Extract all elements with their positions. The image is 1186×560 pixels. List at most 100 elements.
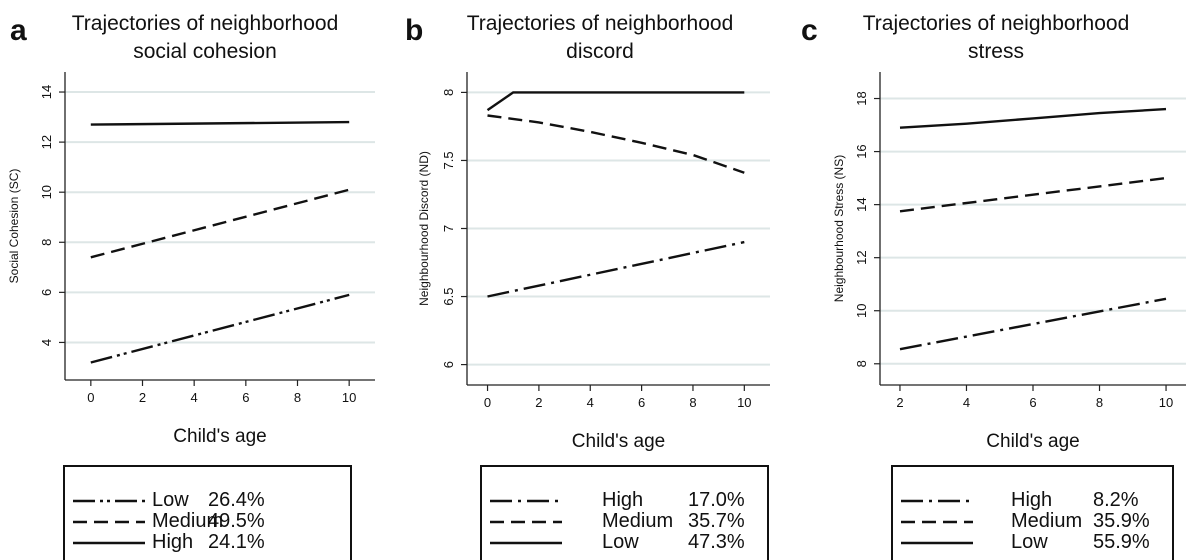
panel-letter: a bbox=[10, 14, 27, 47]
legend-label: High bbox=[152, 531, 194, 553]
x-axis-label: Child's age bbox=[986, 431, 1079, 452]
series-line-low bbox=[486, 91, 745, 112]
series-line-medium bbox=[899, 176, 1167, 213]
x-tick-label: 4 bbox=[587, 395, 594, 410]
legend-label: Low bbox=[1011, 531, 1048, 553]
legend-swatch bbox=[901, 520, 973, 524]
x-tick-label: 10 bbox=[1159, 395, 1173, 410]
legend-item: High 17.0% bbox=[482, 489, 771, 511]
legend-item: Medium 49.5% bbox=[65, 510, 354, 532]
x-tick-label: 6 bbox=[1029, 395, 1036, 410]
series-line-low bbox=[899, 107, 1167, 129]
legend-percentage: 17.0% bbox=[688, 489, 745, 511]
y-axis-label: Neighbourhood Discord (ND) bbox=[417, 151, 431, 306]
x-axis-label: Child's age bbox=[572, 431, 665, 452]
y-tick-label: 18 bbox=[854, 91, 869, 105]
y-tick-label: 12 bbox=[854, 250, 869, 264]
chart-plot: 4 6 8 10 12 14 0 2 4 6 8 10 Child's age Social Cohesi… bbox=[7, 72, 375, 447]
legend-swatch bbox=[73, 499, 145, 503]
y-tick-label: 14 bbox=[854, 197, 869, 211]
y-tick-label: 10 bbox=[854, 303, 869, 317]
legend-item: High 8.2% bbox=[893, 489, 1176, 511]
x-tick-label: 0 bbox=[484, 395, 491, 410]
chart-title: Trajectories of neighborhood stress bbox=[831, 10, 1161, 66]
series-line-high bbox=[899, 297, 1167, 351]
y-tick-label: 14 bbox=[39, 85, 54, 99]
x-tick-label: 0 bbox=[87, 390, 94, 405]
legend-item: Medium 35.9% bbox=[893, 510, 1176, 532]
series-line-medium bbox=[90, 188, 350, 259]
legend-swatch bbox=[490, 499, 562, 503]
y-tick-label: 8 bbox=[441, 89, 456, 96]
panel-social-cohesion: a Trajectories of neighborhood social co… bbox=[0, 0, 395, 560]
y-tick-label: 16 bbox=[854, 144, 869, 158]
legend-label: Medium bbox=[152, 510, 224, 532]
legend-label: Low bbox=[602, 531, 639, 553]
chart-title-line-2: social cohesion bbox=[133, 40, 277, 63]
chart-title: Trajectories of neighborhood social cohe… bbox=[40, 10, 370, 66]
x-tick-label: 2 bbox=[896, 395, 903, 410]
legend-swatch bbox=[73, 541, 145, 545]
legend-percentage: 8.2% bbox=[1093, 489, 1139, 511]
legend-item: Low 55.9% bbox=[893, 531, 1176, 553]
y-tick-label: 12 bbox=[39, 135, 54, 149]
legend-percentage: 24.1% bbox=[208, 531, 265, 553]
x-tick-label: 4 bbox=[191, 390, 198, 405]
legend: High 17.0% Medium 35.7% Low 47.3% bbox=[480, 465, 769, 560]
x-tick-label: 6 bbox=[638, 395, 645, 410]
legend-swatch bbox=[490, 520, 562, 524]
chart-title-line-1: Trajectories of neighborhood bbox=[862, 12, 1130, 35]
x-tick-label: 10 bbox=[342, 390, 356, 405]
y-tick-label: 10 bbox=[39, 185, 54, 199]
legend-item: Low 26.4% bbox=[65, 489, 354, 511]
x-axis-label: Child's age bbox=[173, 426, 266, 447]
legend-label: High bbox=[602, 489, 644, 511]
y-axis-label: Social Cohesion (SC) bbox=[7, 169, 21, 284]
panel-neighborhood-discord: b Trajectories of neighborhood discord 6… bbox=[395, 0, 790, 560]
x-tick-label: 2 bbox=[535, 395, 542, 410]
y-tick-label: 7 bbox=[441, 225, 456, 232]
panel-letter: b bbox=[405, 14, 424, 47]
series-line-low bbox=[90, 293, 350, 364]
series-line-high bbox=[487, 240, 745, 298]
y-axis-label: Neighbourhood Stress (NS) bbox=[832, 155, 846, 302]
series-line-high bbox=[90, 120, 350, 126]
legend-label: Medium bbox=[602, 510, 674, 532]
x-tick-label: 10 bbox=[737, 395, 751, 410]
chart-plot: 8 10 12 14 16 18 2 4 6 8 10 Child's age Neighbourhoo… bbox=[832, 72, 1186, 452]
y-tick-label: 7.5 bbox=[441, 151, 456, 169]
legend-percentage: 35.9% bbox=[1093, 510, 1150, 532]
x-tick-label: 8 bbox=[294, 390, 301, 405]
legend-item: Medium 35.7% bbox=[482, 510, 771, 532]
legend-percentage: 55.9% bbox=[1093, 531, 1150, 553]
legend-swatch bbox=[901, 541, 973, 545]
y-tick-label: 8 bbox=[854, 360, 869, 367]
legend-percentage: 26.4% bbox=[208, 489, 265, 511]
chart-title-line-1: Trajectories of neighborhood bbox=[71, 12, 339, 35]
legend-percentage: 47.3% bbox=[688, 531, 745, 553]
legend-label: High bbox=[1011, 489, 1053, 511]
y-tick-label: 6.5 bbox=[441, 288, 456, 306]
legend-percentage: 49.5% bbox=[208, 510, 265, 532]
legend-swatch bbox=[490, 541, 562, 545]
y-tick-label: 4 bbox=[39, 339, 54, 346]
legend-swatch bbox=[73, 520, 145, 524]
x-tick-label: 6 bbox=[242, 390, 249, 405]
panel-letter: c bbox=[801, 14, 818, 47]
chart-title-line-2: discord bbox=[566, 40, 634, 63]
legend-item: High 24.1% bbox=[65, 531, 354, 553]
y-tick-label: 6 bbox=[39, 289, 54, 296]
legend: High 8.2% Medium 35.9% Low 55.9% bbox=[891, 465, 1174, 560]
legend-percentage: 35.7% bbox=[688, 510, 745, 532]
x-tick-label: 8 bbox=[689, 395, 696, 410]
panel-neighborhood-stress: c Trajectories of neighborhood stress 8 1… bbox=[791, 0, 1186, 560]
legend-label: Medium bbox=[1011, 510, 1083, 532]
y-tick-label: 8 bbox=[39, 239, 54, 246]
y-tick-label: 6 bbox=[441, 361, 456, 368]
chart-title-line-1: Trajectories of neighborhood bbox=[466, 12, 734, 35]
chart-plot: 6 6.5 7 7.5 8 0 2 4 6 8 10 Child's age Neighbourhood… bbox=[417, 72, 770, 452]
legend-label: Low bbox=[152, 489, 189, 511]
legend-item: Low 47.3% bbox=[482, 531, 771, 553]
x-tick-label: 4 bbox=[963, 395, 970, 410]
chart-title-line-2: stress bbox=[967, 40, 1024, 63]
